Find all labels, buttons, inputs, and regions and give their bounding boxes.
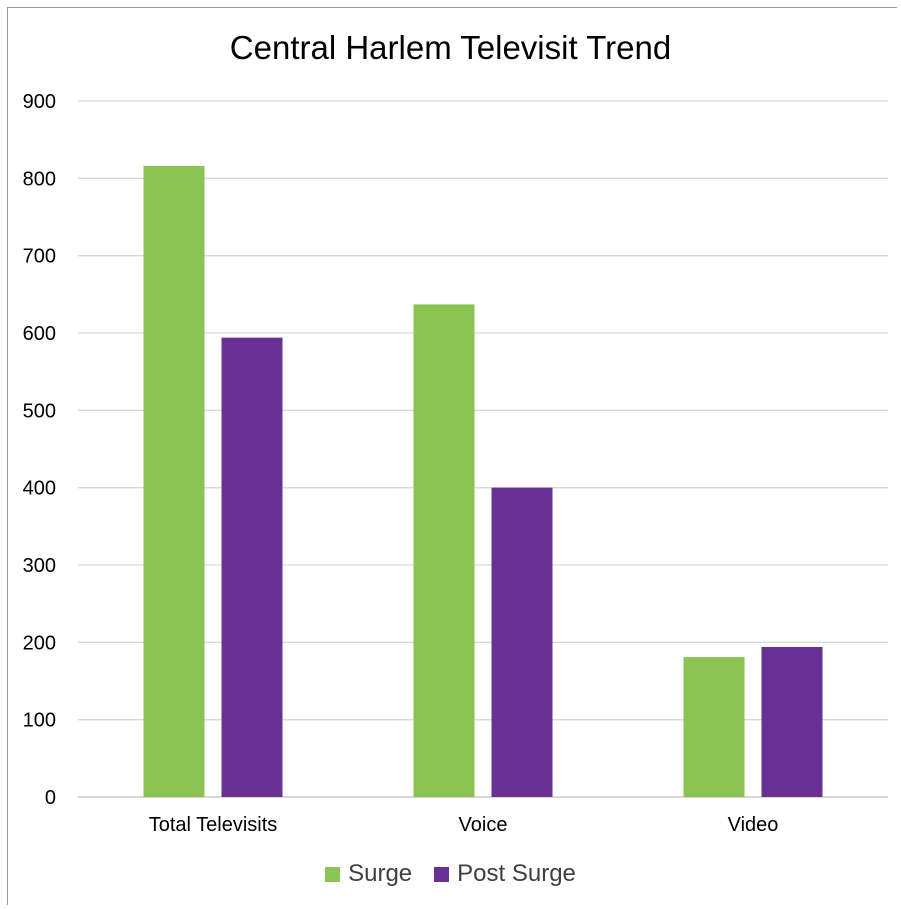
legend-label-post-surge: Post Surge <box>457 860 576 887</box>
y-tick-label: 500 <box>23 400 56 422</box>
legend-item-surge: Surge <box>325 860 412 888</box>
chart-title: Central Harlem Televisit Trend <box>229 29 672 66</box>
y-tick-label: 900 <box>23 91 56 113</box>
legend-label-surge: Surge <box>348 860 413 887</box>
y-tick-label: 0 <box>45 787 56 809</box>
bar-post-surge <box>491 487 553 797</box>
x-tick-label: Total Televisits <box>149 814 278 836</box>
legend-item-post-surge: Post Surge <box>434 860 576 888</box>
y-tick-label: 100 <box>23 710 56 732</box>
y-tick-label: 400 <box>23 478 56 500</box>
bar-surge <box>143 165 205 797</box>
x-tick-label: Video <box>728 814 779 836</box>
legend-swatch-surge <box>325 866 341 882</box>
y-tick-label: 600 <box>23 323 56 345</box>
y-tick-label: 300 <box>23 555 56 577</box>
bar-post-surge <box>221 337 283 797</box>
y-tick-label: 200 <box>23 632 56 654</box>
bar-surge <box>413 304 475 797</box>
y-tick-label: 800 <box>23 168 56 190</box>
x-tick-label: Voice <box>459 814 508 836</box>
legend-swatch-post-surge <box>434 866 450 882</box>
legend: Surge Post Surge <box>0 860 901 888</box>
bar-post-surge <box>761 646 823 797</box>
bar-surge <box>683 657 745 797</box>
y-tick-label: 700 <box>23 246 56 268</box>
